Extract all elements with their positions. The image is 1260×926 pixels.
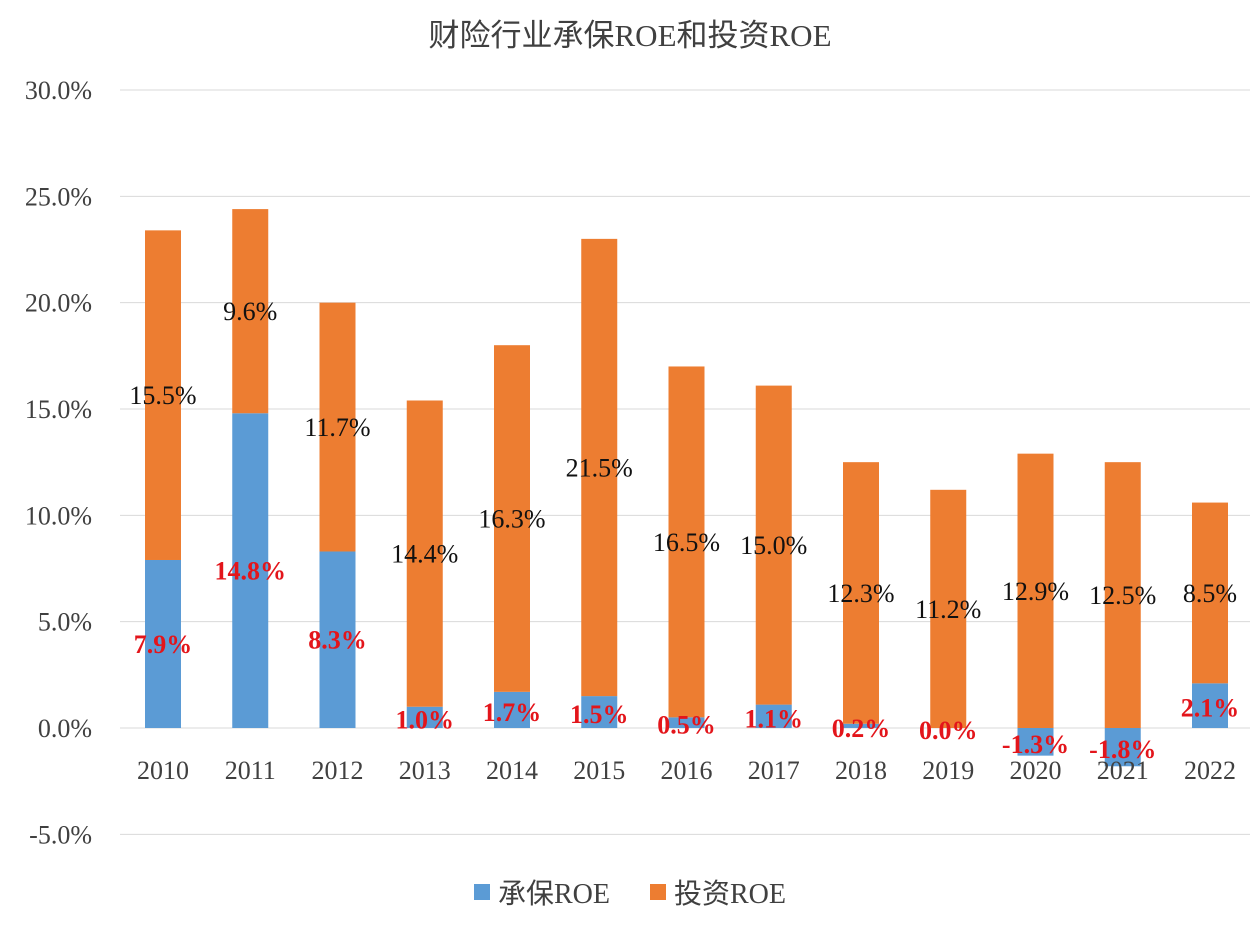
y-tick-label: 10.0% (25, 501, 92, 530)
x-tick-label: 2016 (661, 756, 713, 785)
data-label-investment-2013: 14.4% (391, 540, 458, 569)
y-tick-label: 25.0% (25, 182, 92, 211)
bar-investment-2018 (843, 462, 879, 724)
bar-investment-2017 (755, 385, 792, 705)
bar-underwriting-2010 (145, 559, 181, 728)
bar-underwriting-2017 (755, 704, 792, 728)
x-tick-label: 2015 (573, 756, 625, 785)
bar-underwriting-2014 (494, 691, 530, 728)
y-tick-label: 15.0% (25, 395, 92, 424)
data-label-investment-2010: 15.5% (129, 381, 196, 410)
bar-investment-2021 (1104, 462, 1141, 728)
data-label-investment-2014: 16.3% (478, 505, 545, 534)
y-tick-label: 30.0% (25, 76, 92, 105)
legend-item-investment[interactable]: 投资ROE (650, 872, 786, 912)
x-tick-label: 2011 (225, 756, 276, 785)
data-label-investment-2020: 12.9% (1002, 577, 1069, 606)
bar-investment-2010 (145, 230, 181, 560)
x-tick-label: 2012 (312, 756, 364, 785)
data-label-underwriting-2022: 2.1% (1181, 694, 1240, 723)
data-label-investment-2016: 16.5% (653, 528, 720, 557)
bar-investment-2020 (1017, 453, 1054, 728)
data-label-underwriting-2021: -1.8% (1089, 735, 1156, 764)
legend-swatch-underwriting (473, 884, 490, 900)
bar-underwriting-2011 (232, 413, 269, 728)
legend: 承保ROE 投资ROE (0, 872, 1260, 912)
bar-investment-2013 (406, 400, 443, 707)
y-tick-label: 5.0% (38, 608, 92, 637)
x-tick-label: 2013 (399, 756, 451, 785)
legend-item-underwriting[interactable]: 承保ROE (473, 872, 610, 912)
x-tick-label: 2020 (1010, 756, 1062, 785)
bar-underwriting-2021 (1104, 728, 1141, 767)
legend-label-investment: 投资ROE (674, 879, 787, 910)
x-tick-label: 2014 (486, 756, 538, 785)
legend-label-underwriting: 承保ROE (497, 879, 610, 910)
bar-underwriting-2012 (319, 551, 356, 728)
x-tick-label: 2022 (1184, 756, 1236, 785)
bar-underwriting-2022 (1192, 683, 1228, 728)
data-label-underwriting-2013: 1.0% (396, 705, 455, 734)
data-label-investment-2018: 12.3% (827, 579, 894, 608)
x-tick-label: 2019 (922, 756, 974, 785)
data-label-underwriting-2020: -1.3% (1002, 730, 1069, 759)
data-label-underwriting-2019: 0.0% (919, 716, 978, 745)
data-label-investment-2022: 8.5% (1183, 579, 1237, 608)
data-label-underwriting-2011: 14.8% (215, 557, 287, 586)
bar-investment-2022 (1192, 502, 1228, 684)
x-tick-label: 2017 (748, 756, 800, 785)
data-label-investment-2011: 9.6% (223, 297, 277, 326)
y-tick-label: 20.0% (25, 289, 92, 318)
data-label-underwriting-2012: 8.3% (308, 626, 367, 655)
bar-investment-2019 (930, 489, 967, 728)
data-label-underwriting-2010: 7.9% (134, 630, 193, 659)
bar-underwriting-2018 (843, 723, 879, 728)
x-tick-label: 2021 (1097, 756, 1149, 785)
bar-investment-2015 (581, 238, 618, 697)
chart-title: 财险行业承保ROE和投资ROE (428, 18, 832, 53)
bar-underwriting-2016 (668, 717, 705, 728)
data-label-underwriting-2018: 0.2% (832, 714, 891, 743)
data-label-underwriting-2017: 1.1% (745, 704, 804, 733)
data-label-underwriting-2016: 0.5% (657, 711, 716, 740)
bar-underwriting-2020 (1017, 728, 1054, 756)
data-label-investment-2012: 11.7% (304, 413, 370, 442)
bar-investment-2016 (668, 366, 705, 718)
bar-investment-2011 (232, 209, 269, 414)
data-label-investment-2015: 21.5% (566, 453, 633, 482)
y-tick-label: 0.0% (38, 714, 92, 743)
bar-investment-2012 (319, 302, 356, 552)
bar-investment-2014 (494, 345, 530, 692)
data-label-investment-2019: 11.2% (915, 595, 981, 624)
data-label-underwriting-2015: 1.5% (570, 700, 629, 729)
x-tick-label: 2018 (835, 756, 887, 785)
x-tick-label: 2010 (137, 756, 189, 785)
bar-underwriting-2015 (581, 696, 618, 728)
y-tick-label: -5.0% (29, 820, 92, 849)
bar-underwriting-2013 (406, 706, 443, 728)
legend-swatch-investment (650, 884, 666, 900)
data-label-underwriting-2014: 1.7% (483, 698, 542, 727)
data-label-investment-2021: 12.5% (1089, 581, 1156, 610)
data-label-investment-2017: 15.0% (740, 531, 807, 560)
